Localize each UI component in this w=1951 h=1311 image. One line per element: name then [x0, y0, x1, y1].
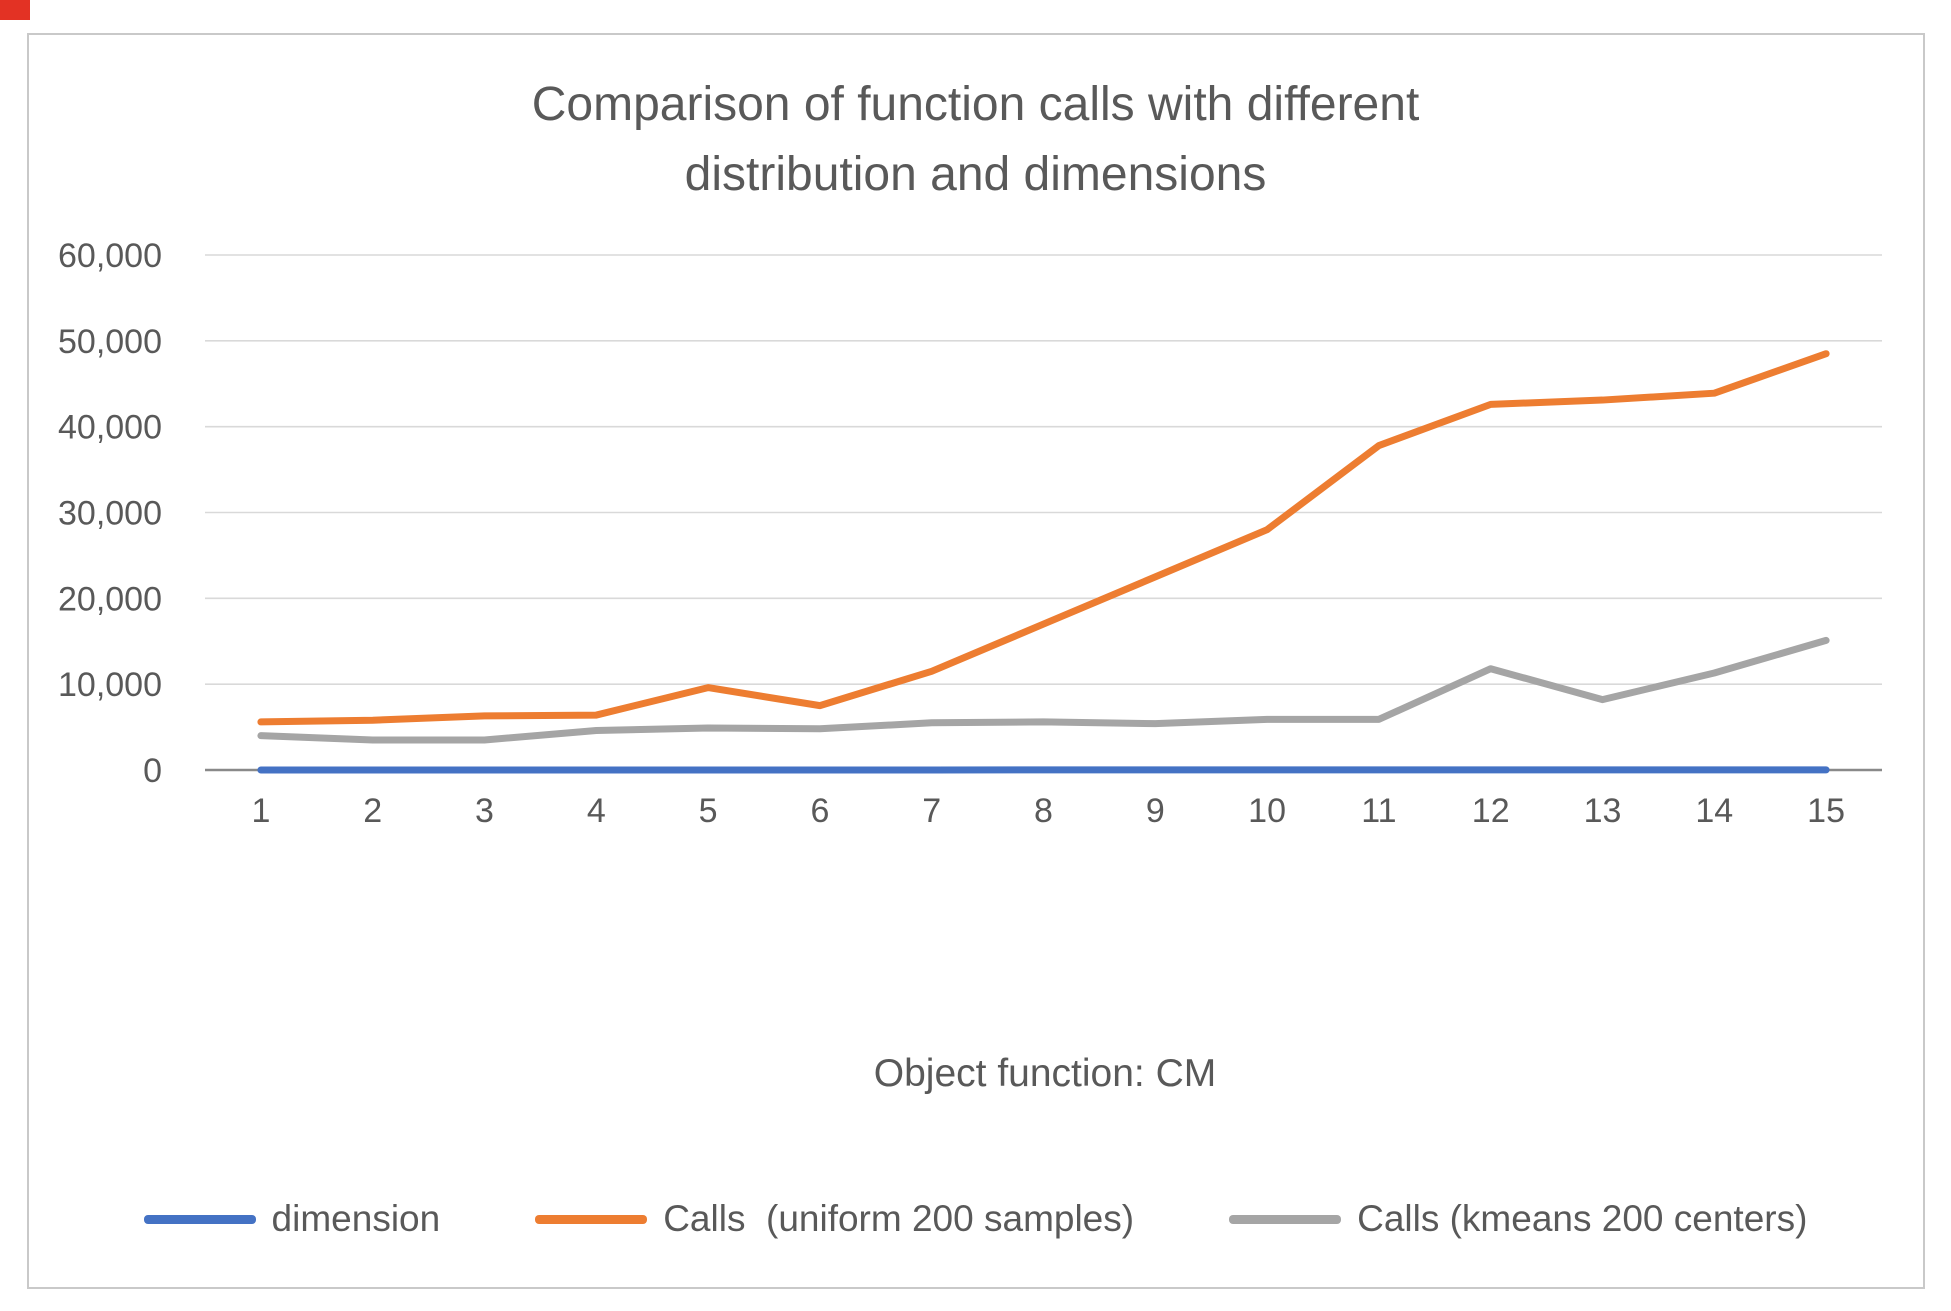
- red-corner-artifact: [0, 0, 30, 20]
- x-tick-label: 12: [1472, 792, 1510, 830]
- x-tick-label: 4: [587, 792, 606, 830]
- y-tick-label: 40,000: [58, 409, 162, 447]
- series-line-2: [257, 636, 1830, 744]
- chart-frame: [27, 33, 1925, 1289]
- legend-item-kmeans: Calls (kmeans 200 centers): [1229, 1198, 1807, 1240]
- series-line-1: [257, 350, 1830, 726]
- x-tick-label: 11: [1361, 792, 1396, 830]
- x-tick-label: 14: [1695, 792, 1733, 830]
- x-tick-label: 13: [1584, 792, 1622, 830]
- x-tick-label: 8: [1034, 792, 1053, 830]
- x-axis-title: Object function: CM: [873, 1052, 1217, 1095]
- chart-title-text: Comparison of function calls with differ…: [531, 78, 1420, 201]
- x-tick-label: 9: [1146, 792, 1165, 830]
- y-tick-label: 0: [143, 752, 162, 790]
- legend-item-uniform: Calls (uniform 200 samples): [535, 1198, 1134, 1240]
- y-tick-label: 60,000: [58, 237, 162, 275]
- x-tick-label: 1: [251, 792, 270, 830]
- y-tick-label: 30,000: [58, 495, 162, 533]
- legend-label-uniform: Calls (uniform 200 samples): [663, 1198, 1135, 1239]
- y-tick-label: 50,000: [58, 323, 162, 361]
- legend-label-kmeans: Calls (kmeans 200 centers): [1357, 1198, 1808, 1239]
- legend-swatch-dimension: [143, 1214, 256, 1224]
- legend-swatch-uniform: [535, 1214, 648, 1224]
- chart-title: Comparison of function calls with differ…: [0, 70, 1951, 209]
- x-tick-label: 5: [699, 792, 718, 830]
- x-tick-label: 3: [475, 792, 494, 830]
- legend-label-dimension: dimension: [271, 1198, 441, 1239]
- legend-item-dimension: dimension: [143, 1198, 441, 1240]
- y-tick-label: 20,000: [58, 580, 162, 618]
- legend-swatch-kmeans: [1229, 1214, 1342, 1224]
- x-tick-label: 6: [810, 792, 829, 830]
- x-tick-label: 2: [363, 792, 382, 830]
- x-tick-label: 15: [1807, 792, 1845, 830]
- y-tick-label: 10,000: [58, 666, 162, 704]
- chart-legend: dimension Calls (uniform 200 samples) Ca…: [0, 1198, 1951, 1240]
- x-tick-label: 7: [922, 792, 941, 830]
- x-tick-label: 10: [1248, 792, 1286, 830]
